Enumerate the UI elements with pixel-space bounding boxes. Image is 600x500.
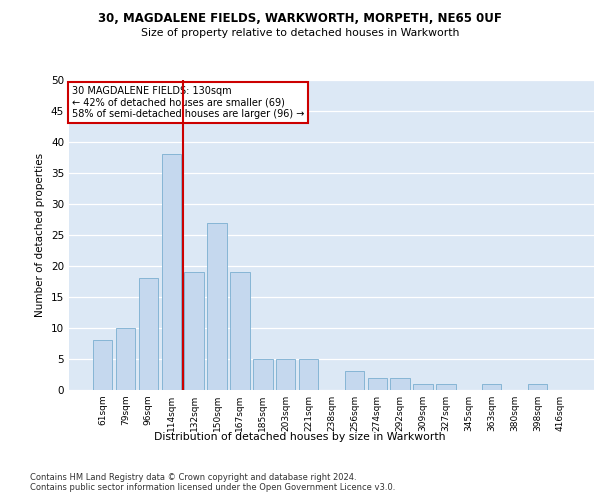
Bar	[482, 384, 502, 390]
Bar	[436, 384, 455, 390]
Bar	[161, 154, 181, 390]
Text: Size of property relative to detached houses in Warkworth: Size of property relative to detached ho…	[141, 28, 459, 38]
Bar	[299, 359, 319, 390]
Text: 30 MAGDALENE FIELDS: 130sqm
← 42% of detached houses are smaller (69)
58% of sem: 30 MAGDALENE FIELDS: 130sqm ← 42% of det…	[71, 86, 304, 120]
Text: Contains HM Land Registry data © Crown copyright and database right 2024.: Contains HM Land Registry data © Crown c…	[30, 472, 356, 482]
Bar	[139, 278, 158, 390]
Bar	[391, 378, 410, 390]
Bar	[184, 272, 204, 390]
Bar	[368, 378, 387, 390]
Y-axis label: Number of detached properties: Number of detached properties	[35, 153, 46, 317]
Bar	[230, 272, 250, 390]
Bar	[413, 384, 433, 390]
Bar	[93, 340, 112, 390]
Text: Contains public sector information licensed under the Open Government Licence v3: Contains public sector information licen…	[30, 484, 395, 492]
Bar	[276, 359, 295, 390]
Bar	[528, 384, 547, 390]
Bar	[344, 372, 364, 390]
Text: 30, MAGDALENE FIELDS, WARKWORTH, MORPETH, NE65 0UF: 30, MAGDALENE FIELDS, WARKWORTH, MORPETH…	[98, 12, 502, 26]
Bar	[253, 359, 272, 390]
Text: Distribution of detached houses by size in Warkworth: Distribution of detached houses by size …	[154, 432, 446, 442]
Bar	[208, 222, 227, 390]
Bar	[116, 328, 135, 390]
